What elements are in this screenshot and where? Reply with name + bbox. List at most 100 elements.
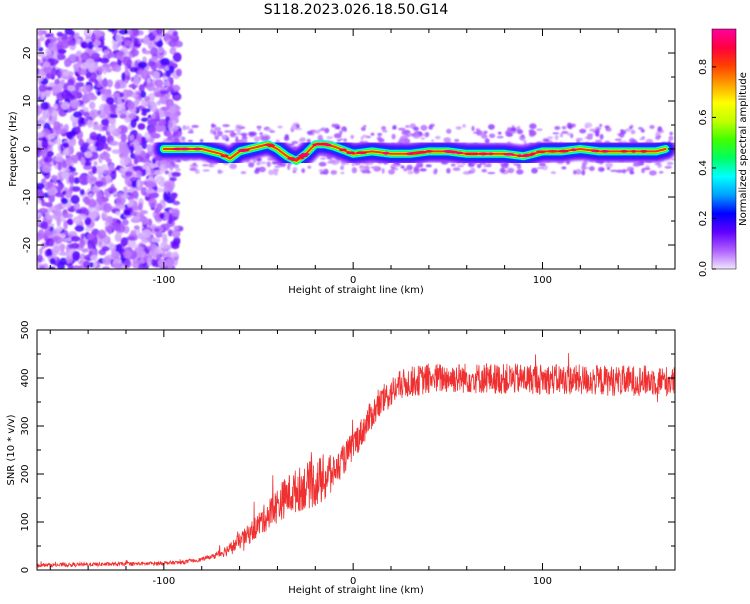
noise-blob <box>156 46 164 54</box>
ridge-peak <box>487 152 494 156</box>
noise-blob <box>165 257 175 267</box>
noise-blob <box>109 140 119 146</box>
y-tick-label: -20 <box>22 237 33 253</box>
noise-blob <box>72 154 79 164</box>
noise-blob <box>362 134 368 138</box>
noise-blob <box>259 161 267 165</box>
noise-blob <box>52 103 59 110</box>
y-tick-label: 300 <box>20 416 31 435</box>
colorbar-frame <box>711 28 737 270</box>
spectrogram-xlabel: Height of straight line (km) <box>288 285 424 296</box>
noise-blob <box>552 132 560 135</box>
snr-ticks: -100 0 100 0 100 200 300 400 500 <box>20 320 675 587</box>
noise-blob <box>435 135 441 140</box>
noise-blob <box>68 174 75 184</box>
noise-blob <box>51 109 58 119</box>
noise-blob <box>153 169 164 176</box>
x-tick-label: 0 <box>350 275 356 286</box>
noise-blob <box>462 124 466 128</box>
noise-blob <box>56 31 64 37</box>
noise-blob <box>166 87 174 93</box>
noise-blob <box>39 158 44 168</box>
noise-blob <box>40 101 50 111</box>
x-tick-label: -100 <box>152 275 175 286</box>
noise-blob <box>49 36 57 43</box>
noise-blob <box>128 29 134 36</box>
noise-blob <box>156 29 164 35</box>
noise-blob <box>235 124 241 129</box>
noise-blob <box>96 133 102 142</box>
noise-blob <box>163 191 168 202</box>
noise-blob <box>134 145 143 152</box>
ridge-peak <box>178 147 189 151</box>
noise-blob <box>480 134 488 139</box>
noise-blob <box>335 126 340 130</box>
noise-blob <box>554 126 561 130</box>
noise-blob <box>326 161 335 164</box>
noise-blob <box>154 91 162 98</box>
noise-blob <box>123 156 131 165</box>
ridge-peak <box>406 152 413 156</box>
noise-blob <box>78 174 88 184</box>
noise-blob <box>70 171 79 176</box>
noise-blob <box>76 125 81 133</box>
noise-blob <box>155 231 163 238</box>
noise-blob <box>124 175 133 186</box>
noise-blob <box>83 111 90 118</box>
noise-blob <box>584 122 593 128</box>
noise-blob <box>70 194 80 204</box>
noise-blob <box>84 217 92 226</box>
noise-cloud <box>37 29 675 269</box>
y-tick-label: 0 <box>22 146 33 152</box>
ridge-peak <box>473 152 479 156</box>
noise-blob <box>318 161 327 167</box>
noise-blob <box>160 125 166 132</box>
noise-blob <box>63 70 70 77</box>
noise-blob <box>175 40 183 48</box>
noise-blob <box>470 167 476 173</box>
noise-blob <box>173 225 179 230</box>
noise-blob <box>162 80 172 87</box>
noise-blob <box>169 77 174 86</box>
noise-blob <box>163 130 168 136</box>
noise-blob <box>147 118 158 127</box>
noise-blob <box>132 37 139 47</box>
noise-blob <box>73 63 80 72</box>
noise-blob <box>171 243 180 250</box>
noise-blob <box>118 29 129 35</box>
noise-blob <box>189 167 198 171</box>
noise-blob <box>64 237 72 242</box>
noise-blob <box>258 166 266 173</box>
noise-blob <box>605 162 613 168</box>
noise-blob <box>274 165 281 168</box>
noise-blob <box>363 125 367 128</box>
noise-blob <box>130 229 137 236</box>
noise-blob <box>38 248 43 255</box>
noise-blob <box>63 213 74 219</box>
noise-blob <box>86 84 92 93</box>
ridge-peak <box>314 142 323 146</box>
noise-blob <box>151 258 157 267</box>
noise-blob <box>70 235 81 242</box>
noise-blob <box>566 132 571 136</box>
noise-blob <box>392 125 397 130</box>
figure-title: S118.2023.026.18.50.G14 <box>264 2 449 18</box>
noise-blob <box>56 217 61 227</box>
noise-blob <box>331 123 337 128</box>
noise-blob <box>510 127 517 133</box>
noise-blob <box>62 142 69 149</box>
y-tick-label: 0 <box>20 567 31 573</box>
ridge-peak <box>193 147 202 151</box>
noise-blob <box>46 150 54 157</box>
noise-blob <box>620 129 624 133</box>
noise-blob <box>149 101 158 112</box>
noise-blob <box>610 169 618 172</box>
noise-blob <box>122 89 130 99</box>
noise-blob <box>73 177 80 184</box>
noise-blob <box>118 144 129 154</box>
noise-blob <box>77 213 87 220</box>
noise-blob <box>664 165 673 169</box>
noise-blob <box>37 29 44 37</box>
noise-blob <box>172 200 181 206</box>
